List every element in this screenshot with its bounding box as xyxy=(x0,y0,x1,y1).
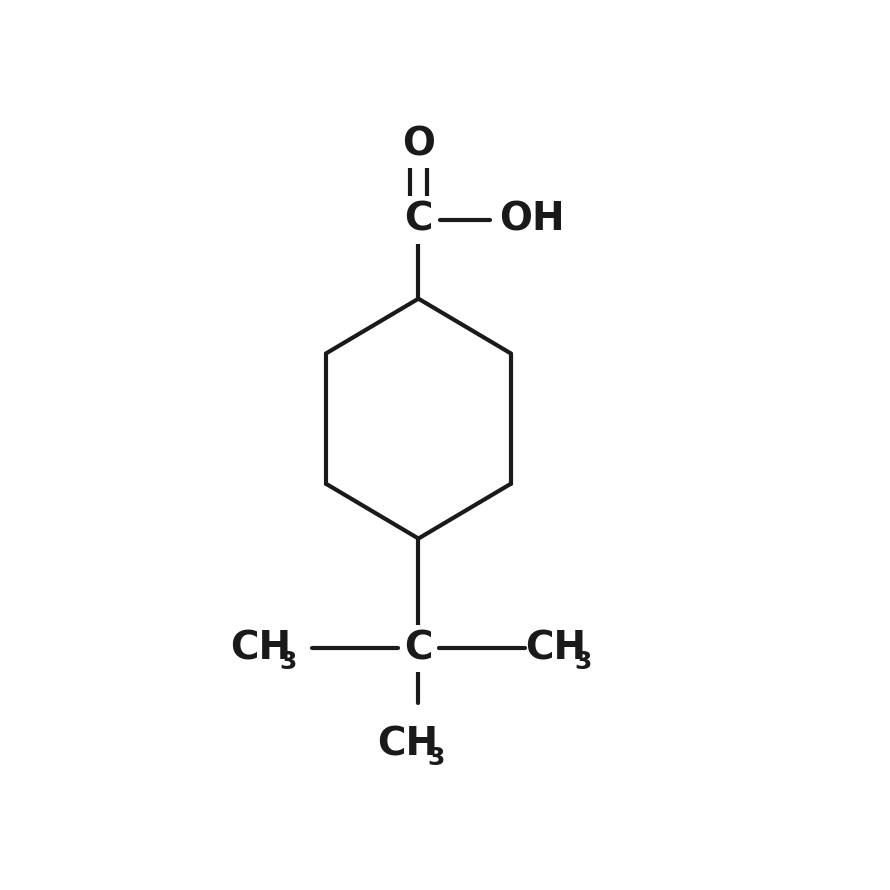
Text: CH: CH xyxy=(377,725,439,763)
Text: CH: CH xyxy=(231,629,291,668)
Text: CH: CH xyxy=(525,629,586,668)
Text: OH: OH xyxy=(498,201,564,239)
Text: C: C xyxy=(404,629,433,668)
Text: 3: 3 xyxy=(279,650,297,674)
Text: 3: 3 xyxy=(574,650,592,674)
Text: C: C xyxy=(404,201,433,239)
Text: O: O xyxy=(402,125,435,164)
Text: 3: 3 xyxy=(427,746,444,770)
